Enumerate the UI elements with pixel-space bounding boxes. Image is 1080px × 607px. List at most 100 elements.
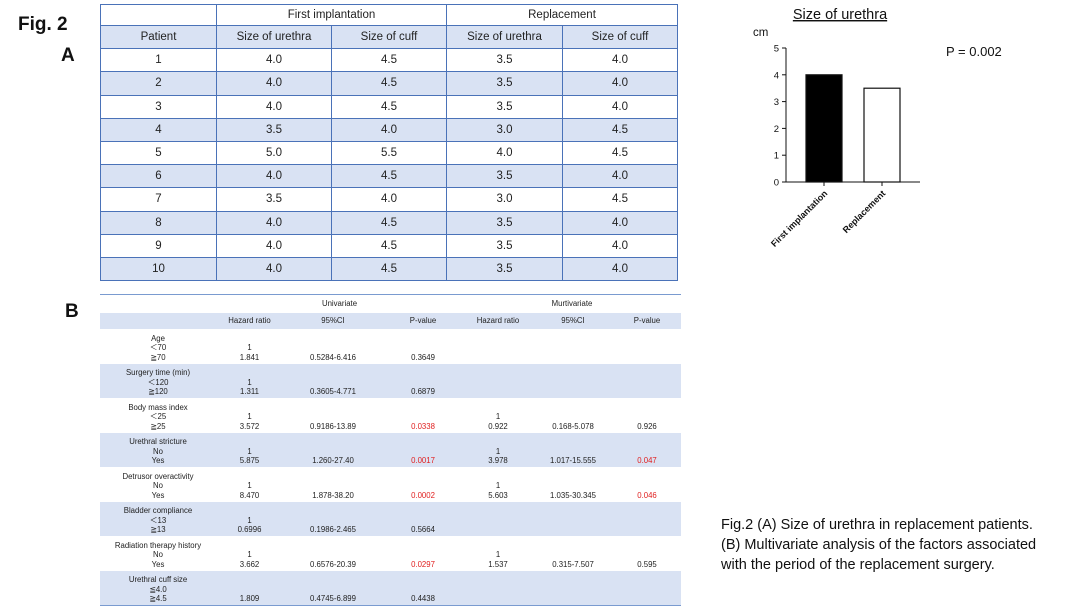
- hazard-ratio-ref: 1: [495, 446, 501, 456]
- chart-title: Size of urethra: [793, 7, 888, 23]
- variable-level: Yes: [151, 456, 165, 466]
- y-tick-label: 4: [774, 70, 779, 81]
- table-cell: 5.0: [216, 140, 332, 166]
- hazard-ratio-cell: [463, 329, 533, 364]
- table-row: Age ＜70 ≧70 1 1.841 0.5284-6.416 0.3649: [100, 329, 681, 364]
- variable-name: Urethral cuff size: [128, 575, 188, 585]
- column-header: Patient: [100, 24, 217, 50]
- group-header: Univariate: [216, 294, 463, 313]
- table-cell: 4.5: [561, 140, 679, 166]
- p-value-cell: 0.0017: [383, 432, 463, 467]
- group-header: First implantation: [216, 4, 447, 26]
- variable-level: ＜120: [147, 377, 169, 387]
- hazard-ratio-ref: [463, 387, 533, 397]
- hazard-ratio-cell: 1.809: [216, 570, 283, 606]
- hazard-ratio-ref: 1: [247, 515, 252, 525]
- table-cell: 4.0: [561, 94, 679, 119]
- hazard-ratio-ref: 1: [495, 481, 501, 491]
- table-cell: 3.5: [446, 71, 563, 96]
- hazard-ratio-value: 0.6996: [237, 525, 262, 535]
- table-row: 1 4.0 4.5 3.5 4.0: [100, 48, 679, 73]
- table-row: Detrusor overactivity No Yes 1 8.470 1.878-38…: [100, 467, 681, 502]
- blank-cell: [100, 313, 216, 329]
- hazard-ratio-cell: 1 5.603: [463, 467, 533, 502]
- column-header-row: Patient Size of urethra Size of cuff Size o…: [100, 24, 679, 50]
- ci-cell: [533, 501, 613, 536]
- table-cell: 4.0: [216, 48, 332, 73]
- table-cell: 3.5: [446, 256, 563, 282]
- variable-name: Age: [151, 333, 165, 343]
- column-header: Hazard ratio: [216, 313, 283, 329]
- table-cell: 4.0: [561, 210, 679, 235]
- table-cell: 3.5: [216, 187, 332, 212]
- table-cell: 4.0: [561, 164, 679, 189]
- column-header: P-value: [613, 313, 681, 329]
- table-cell: 3.5: [446, 94, 563, 119]
- table-cell: 10: [100, 256, 217, 282]
- variable-level: No: [153, 550, 163, 560]
- hazard-ratio-cell: [463, 501, 533, 536]
- hazard-ratio-value: 3.978: [488, 456, 508, 466]
- bar-replacement: [863, 87, 901, 183]
- group-header: Replacement: [445, 4, 679, 26]
- table-cell: 4.5: [331, 48, 447, 73]
- column-header: Size of cuff: [561, 24, 679, 50]
- table-cell: 4.5: [561, 117, 679, 142]
- group-header-row: Univariate Murtivariate: [100, 294, 681, 313]
- hazard-ratio-value: 0.922: [488, 421, 508, 431]
- table-cell: 4.0: [561, 233, 679, 258]
- panel-b-label: B: [65, 301, 79, 322]
- hazard-ratio-value: 5.603: [488, 490, 508, 500]
- y-tick-label: 2: [774, 124, 779, 135]
- table-cell: 4.5: [561, 187, 679, 212]
- variable-name: Bladder compliance: [123, 506, 193, 516]
- table-cell: 4.5: [331, 164, 447, 189]
- variable-level: ≧120: [148, 387, 168, 397]
- hazard-ratio-ref: 1: [495, 412, 501, 422]
- column-header-row: Hazard ratio 95%CI P-value Hazard ratio 95%C…: [100, 313, 681, 329]
- p-value-cell: [613, 570, 681, 606]
- p-value-cell: 0.595: [637, 559, 657, 569]
- variable-cell: Bladder compliance ＜13 ≧13: [100, 501, 216, 536]
- table-cell: 4.0: [331, 187, 447, 212]
- ci-cell: 0.168-5.078: [552, 421, 594, 431]
- ci-cell: 0.5284-6.416: [310, 352, 356, 362]
- table-cell: 3.5: [446, 48, 563, 73]
- variable-level: Yes: [151, 490, 165, 500]
- hazard-ratio-ref: [463, 353, 533, 363]
- variable-cell: Urethral cuff size ≦4.0 ≧4.5: [100, 570, 216, 606]
- p-value-cell: 0.0338: [411, 421, 435, 431]
- ci-cell: 0.1986-2.465: [283, 501, 383, 536]
- hazard-ratio-cell: 1 3.978: [463, 432, 533, 467]
- variable-level: No: [153, 446, 163, 456]
- variable-name: Urethral stricture: [129, 437, 187, 447]
- table-row: 3 4.0 4.5 3.5 4.0: [100, 94, 679, 119]
- blank-cell: [100, 4, 217, 26]
- table-cell: 6: [100, 164, 217, 189]
- variable-cell: Radiation therapy history No Yes: [100, 536, 216, 571]
- hazard-ratio-cell: 1 1.311: [216, 363, 283, 398]
- table-cell: 3.5: [446, 210, 563, 235]
- table-cell: 3.5: [216, 117, 332, 142]
- hazard-ratio-ref: 1: [247, 343, 252, 353]
- figure-caption: Fig.2 (A) Size of urethra in replacement…: [721, 515, 1036, 575]
- variable-level: ≧13: [150, 525, 166, 535]
- table-row: Bladder compliance ＜13 ≧13 1 0.6996 0.1986-2.…: [100, 501, 681, 536]
- ci-cell: [533, 329, 613, 364]
- variable-level: ＜70: [149, 343, 167, 353]
- hazard-ratio-value: 5.875: [239, 456, 260, 466]
- table-cell: 4: [100, 117, 217, 142]
- column-header: 95%CI: [283, 313, 383, 329]
- urethra-size-bar-chart: Size of urethra cm P = 0.002 0 1 2 3 4 5 First…: [753, 7, 1002, 249]
- table-cell: 2: [100, 71, 217, 96]
- table-cell: 4.0: [216, 71, 332, 96]
- table-row: Body mass index ＜25 ≧25 1 3.572 0.9186-13.89 0…: [100, 398, 681, 433]
- hazard-ratio-cell: 1 3.662: [216, 536, 283, 571]
- table-cell: 4.5: [331, 94, 447, 119]
- table-cell: 8: [100, 210, 217, 235]
- y-tick-label: 0: [774, 178, 779, 189]
- column-header: Size of urethra: [216, 24, 332, 50]
- table-row: 9 4.0 4.5 3.5 4.0: [100, 233, 679, 258]
- hazard-ratio-ref: 1: [495, 550, 501, 560]
- table-cell: 5: [100, 140, 217, 166]
